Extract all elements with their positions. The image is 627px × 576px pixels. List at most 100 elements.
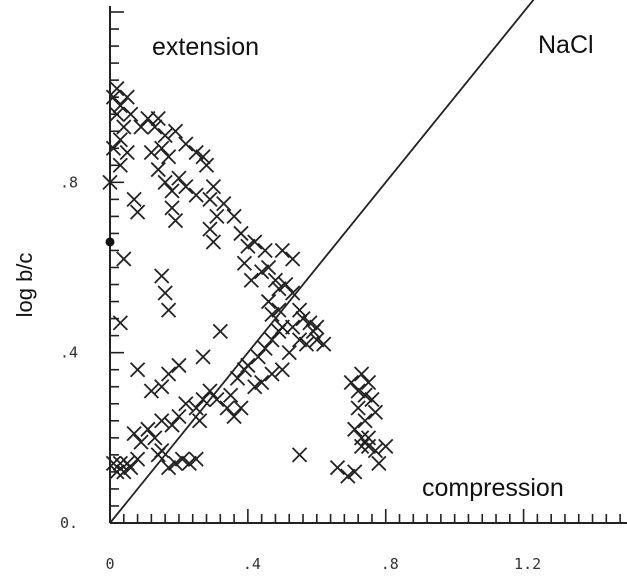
data-point bbox=[123, 460, 139, 476]
data-point bbox=[129, 451, 146, 467]
data-point bbox=[340, 468, 356, 484]
data-point bbox=[254, 264, 270, 280]
data-point bbox=[178, 396, 194, 412]
data-point bbox=[271, 302, 287, 318]
annotation-compression: compression bbox=[422, 474, 564, 502]
data-point bbox=[205, 178, 222, 195]
data-point bbox=[160, 302, 177, 318]
data-point bbox=[212, 323, 228, 340]
data-point bbox=[154, 268, 170, 284]
data-point bbox=[347, 464, 363, 480]
data-point bbox=[157, 285, 173, 301]
labels: log b/c extension NaCl compression bbox=[12, 31, 594, 502]
data-point bbox=[157, 174, 173, 190]
data-point bbox=[236, 255, 253, 271]
data-point bbox=[274, 242, 290, 259]
data-point bbox=[350, 400, 366, 416]
data-point bbox=[102, 174, 118, 190]
data-point bbox=[191, 413, 208, 429]
data-point bbox=[367, 404, 384, 420]
data-point bbox=[109, 81, 125, 97]
data-point bbox=[291, 447, 308, 463]
data-point bbox=[112, 455, 128, 472]
data-point bbox=[112, 157, 128, 173]
data-point bbox=[109, 464, 125, 480]
data-point bbox=[267, 272, 284, 288]
data-point bbox=[178, 136, 194, 152]
data-point bbox=[343, 374, 359, 391]
data-point bbox=[157, 127, 173, 144]
y-tick-label: .8 bbox=[60, 173, 78, 191]
data-point bbox=[291, 302, 308, 318]
data-point bbox=[260, 259, 277, 276]
data-point bbox=[209, 208, 225, 225]
data-point bbox=[129, 362, 146, 378]
data-point bbox=[226, 408, 242, 425]
data-point bbox=[316, 336, 332, 352]
x-tick-label: .8 bbox=[381, 555, 399, 573]
data-point bbox=[226, 208, 242, 225]
data-point bbox=[209, 391, 225, 408]
data-point bbox=[254, 374, 270, 391]
annotation-extension: extension bbox=[152, 33, 259, 61]
data-point bbox=[109, 106, 125, 122]
data-point bbox=[309, 332, 325, 348]
data-point bbox=[147, 119, 163, 135]
data-point bbox=[164, 200, 180, 216]
data-point bbox=[154, 413, 170, 429]
data-points bbox=[102, 81, 394, 484]
data-point bbox=[188, 451, 204, 467]
data-point bbox=[240, 238, 256, 254]
data-point bbox=[353, 430, 370, 446]
data-point bbox=[264, 332, 280, 348]
data-point bbox=[167, 455, 184, 472]
data-point bbox=[181, 455, 197, 472]
data-point bbox=[357, 387, 373, 403]
data-point bbox=[216, 195, 232, 212]
data-point bbox=[160, 460, 177, 476]
data-point bbox=[112, 98, 128, 114]
data-point bbox=[257, 242, 273, 259]
data-point bbox=[147, 430, 163, 446]
data-point bbox=[195, 149, 211, 165]
data-point bbox=[353, 366, 370, 382]
data-point bbox=[295, 310, 311, 327]
data-point bbox=[167, 123, 184, 139]
data-point bbox=[247, 234, 263, 250]
data-point bbox=[378, 438, 394, 454]
data-point bbox=[188, 187, 204, 203]
data-point bbox=[278, 276, 294, 293]
data-point bbox=[116, 119, 132, 135]
data-point bbox=[105, 455, 122, 472]
data-point bbox=[264, 366, 280, 382]
data-point bbox=[202, 383, 218, 399]
data-point bbox=[357, 413, 373, 429]
data-point bbox=[105, 140, 122, 156]
data-point bbox=[233, 225, 249, 242]
nacl-reference-line bbox=[109, 0, 535, 524]
data-point bbox=[229, 370, 246, 386]
data-point bbox=[160, 149, 177, 165]
data-point bbox=[178, 178, 194, 195]
data-point bbox=[140, 421, 156, 437]
data-point bbox=[202, 221, 218, 237]
data-point bbox=[371, 455, 387, 472]
data-point bbox=[154, 140, 170, 156]
special-point bbox=[105, 237, 115, 247]
data-point bbox=[243, 272, 259, 288]
data-point bbox=[347, 421, 363, 437]
data-point bbox=[126, 425, 142, 442]
data-point bbox=[119, 144, 135, 161]
data-point bbox=[126, 191, 142, 208]
data-point bbox=[160, 366, 177, 382]
data-point bbox=[353, 438, 370, 454]
data-point bbox=[285, 285, 301, 301]
data-point bbox=[360, 438, 377, 454]
data-point bbox=[219, 400, 235, 416]
data-point bbox=[260, 293, 277, 310]
data-point bbox=[154, 379, 170, 395]
data-point bbox=[195, 349, 211, 365]
x-tick-label: .4 bbox=[243, 555, 261, 573]
